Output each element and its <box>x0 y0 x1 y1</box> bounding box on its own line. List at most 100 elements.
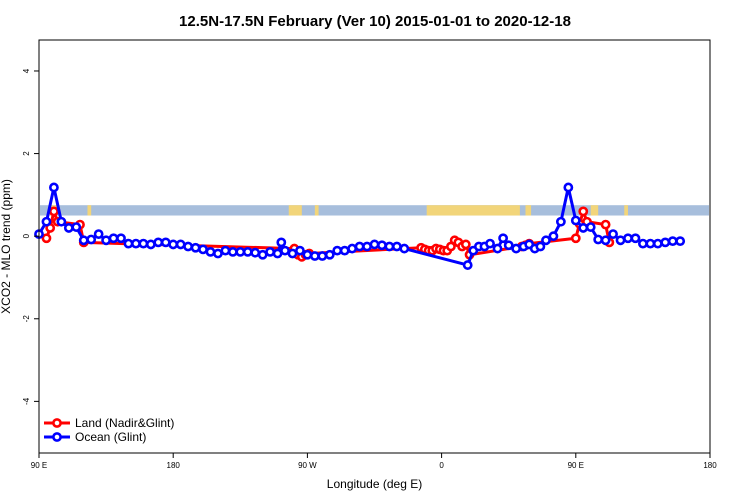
data-point <box>608 229 618 240</box>
data-point <box>145 239 156 250</box>
data-point <box>623 233 633 244</box>
data-point <box>41 233 52 244</box>
data-point <box>332 245 343 256</box>
data-point <box>652 238 663 249</box>
data-point <box>78 235 89 246</box>
data-point <box>93 229 104 240</box>
data-point <box>630 233 641 244</box>
x-axis-label: Longitude (deg E) <box>327 477 422 491</box>
y-tick-label: 4 <box>22 68 31 73</box>
data-point <box>227 246 238 257</box>
data-point <box>354 241 365 252</box>
legend-label: Land (Nadir&Glint) <box>75 416 174 430</box>
data-point <box>63 223 74 233</box>
data-point <box>570 215 581 226</box>
data-point <box>138 238 149 249</box>
data-point <box>71 222 82 232</box>
data-point <box>535 241 546 252</box>
data-point <box>295 245 305 256</box>
data-point <box>309 251 320 261</box>
data-point <box>492 243 503 254</box>
data-point <box>600 235 611 246</box>
land-segment <box>288 205 302 216</box>
data-point <box>391 241 402 252</box>
data-point <box>399 243 410 254</box>
legend-marker <box>52 418 62 428</box>
data-point <box>638 238 648 249</box>
data-point <box>108 233 119 244</box>
data-point <box>190 242 201 253</box>
data-point <box>160 237 171 248</box>
data-point <box>250 247 261 258</box>
data-point <box>168 239 179 250</box>
data-point <box>570 233 581 244</box>
data-point <box>563 182 574 193</box>
data-point <box>615 235 626 246</box>
data-point <box>116 233 126 244</box>
land-segment <box>314 205 319 216</box>
data-point <box>462 260 473 270</box>
data-point <box>302 249 313 260</box>
legend-marker <box>52 432 62 442</box>
legend: Land (Nadir&Glint)Ocean (Glint) <box>44 416 174 444</box>
x-tick-label: 90 E <box>31 461 47 470</box>
data-point <box>460 239 471 250</box>
plot-frame <box>38 39 711 454</box>
y-tick-label: 2 <box>22 151 31 156</box>
data-point <box>235 246 246 257</box>
data-point <box>347 243 358 254</box>
data-point <box>667 236 678 247</box>
land-segment <box>87 205 92 216</box>
data-point <box>175 239 186 250</box>
data-point <box>123 238 134 249</box>
series-ocean <box>34 182 686 270</box>
data-point <box>272 248 283 259</box>
data-point <box>675 236 686 247</box>
y-tick-label: -4 <box>22 397 31 405</box>
series-layer <box>34 182 686 270</box>
y-tick-label: -2 <box>22 315 31 323</box>
data-point <box>49 182 59 193</box>
x-axis: 90 E 180 90 W 0 90 E 180 <box>31 453 717 470</box>
data-point <box>660 237 671 248</box>
data-point <box>287 248 298 259</box>
data-point <box>541 235 551 246</box>
data-point <box>183 241 194 252</box>
data-point <box>645 238 656 249</box>
data-point <box>101 235 111 246</box>
x-tick-label: 180 <box>703 461 717 470</box>
land-segment <box>426 205 520 216</box>
y-axis-label: XCO2 - MLO trend (ppm) <box>0 179 13 314</box>
x-tick-label: 90 W <box>298 461 317 470</box>
land-mask-band <box>40 205 709 216</box>
data-point <box>362 241 372 252</box>
data-point <box>198 244 208 255</box>
data-point <box>498 233 509 244</box>
land-segment <box>525 205 532 216</box>
legend-label: Ocean (Glint) <box>75 430 146 444</box>
data-point <box>131 238 141 249</box>
data-point <box>578 223 589 233</box>
x-tick-label: 180 <box>167 461 181 470</box>
data-point <box>585 222 596 232</box>
data-point <box>485 238 495 249</box>
data-point <box>242 246 253 257</box>
data-point <box>339 245 350 256</box>
data-point <box>56 216 67 227</box>
data-point <box>49 206 59 217</box>
data-point <box>317 251 328 261</box>
data-point <box>280 245 290 256</box>
land-segment <box>590 205 599 216</box>
data-point <box>369 239 380 250</box>
data-point <box>153 237 164 248</box>
data-point <box>276 237 287 248</box>
chart-title: 12.5N-17.5N February (Ver 10) 2015-01-01… <box>179 13 571 30</box>
data-point <box>265 246 276 257</box>
data-point <box>324 249 335 260</box>
data-point <box>548 231 559 242</box>
data-point <box>257 249 268 260</box>
data-point <box>41 216 52 227</box>
data-point <box>600 219 611 230</box>
x-tick-label: 90 E <box>568 461 584 470</box>
